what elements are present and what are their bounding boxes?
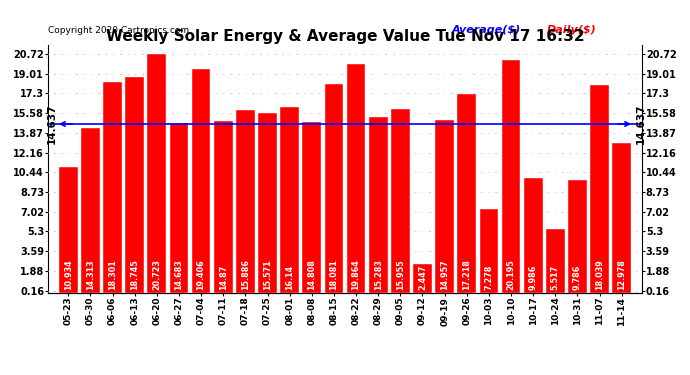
Text: 14.957: 14.957 [440,260,449,290]
Text: 7.278: 7.278 [484,265,493,290]
Bar [258,113,277,292]
Bar [59,166,78,292]
Bar [524,177,542,292]
Text: 14.637: 14.637 [47,104,57,144]
Text: 19.406: 19.406 [197,260,206,290]
Text: Daily($): Daily($) [546,25,597,35]
Bar [612,143,631,292]
Bar [170,123,188,292]
Text: 14.683: 14.683 [175,260,184,290]
Text: 14.637: 14.637 [635,104,646,144]
Text: 17.218: 17.218 [462,260,471,290]
Bar [302,122,322,292]
Bar [568,180,587,292]
Bar [368,117,388,292]
Text: 16.14: 16.14 [285,265,294,290]
Text: 20.723: 20.723 [152,260,161,290]
Text: 14.808: 14.808 [307,260,316,290]
Bar [346,64,366,292]
Text: Average($): Average($) [452,25,521,35]
Bar [81,128,100,292]
Bar [546,229,564,292]
Bar [126,77,144,292]
Text: 15.283: 15.283 [374,260,383,290]
Bar [214,122,233,292]
Text: 14.87: 14.87 [219,265,228,290]
Text: 15.886: 15.886 [241,260,250,290]
Bar [435,120,454,292]
Bar [480,209,498,292]
Bar [502,60,520,292]
Text: 18.745: 18.745 [130,260,139,290]
Bar [457,94,476,292]
Text: 15.955: 15.955 [396,260,405,290]
Text: 14.313: 14.313 [86,260,95,290]
Bar [280,107,299,292]
Bar [590,85,609,292]
Text: 18.081: 18.081 [329,260,338,290]
Bar [324,84,344,292]
Text: 9.786: 9.786 [573,265,582,290]
Bar [192,69,210,292]
Text: 18.039: 18.039 [595,260,604,290]
Bar [391,109,410,292]
Text: 18.301: 18.301 [108,260,117,290]
Bar [413,264,432,292]
Text: 9.986: 9.986 [529,265,538,290]
Title: Weekly Solar Energy & Average Value Tue Nov 17 16:32: Weekly Solar Energy & Average Value Tue … [106,29,584,44]
Text: 12.978: 12.978 [618,260,627,290]
Text: 10.934: 10.934 [63,260,72,290]
Text: 5.517: 5.517 [551,265,560,290]
Bar [236,110,255,292]
Text: 20.195: 20.195 [506,260,515,290]
Bar [148,54,166,292]
Text: 19.864: 19.864 [352,260,361,290]
Text: 15.571: 15.571 [263,260,272,290]
Text: Copyright 2020 Cartronics.com: Copyright 2020 Cartronics.com [48,26,190,35]
Text: 2.447: 2.447 [418,265,427,290]
Bar [103,82,122,292]
